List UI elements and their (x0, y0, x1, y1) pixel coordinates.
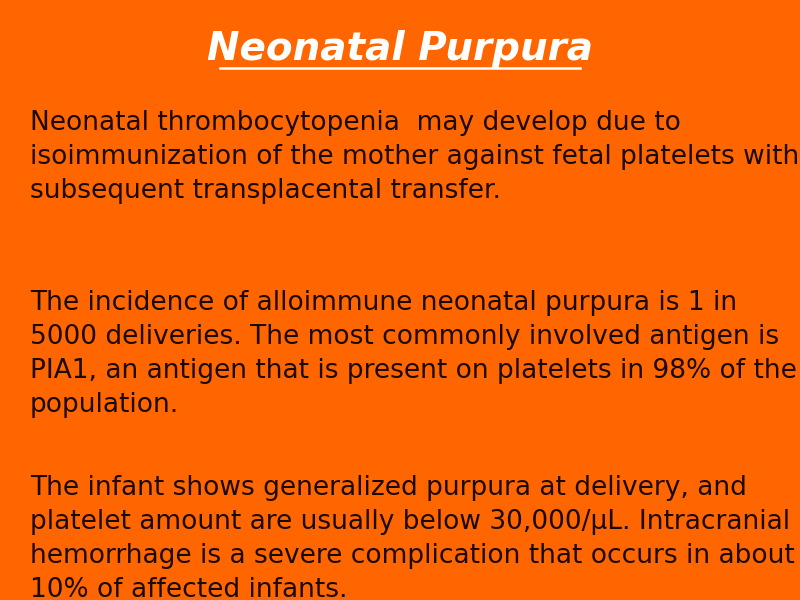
Text: Neonatal Purpura: Neonatal Purpura (207, 30, 593, 68)
Text: Neonatal thrombocytopenia  may develop due to
isoimmunization of the mother agai: Neonatal thrombocytopenia may develop du… (30, 110, 799, 204)
Text: The infant shows generalized purpura at delivery, and
platelet amount are usuall: The infant shows generalized purpura at … (30, 475, 794, 600)
Text: The incidence of alloimmune neonatal purpura is 1 in
5000 deliveries. The most c: The incidence of alloimmune neonatal pur… (30, 290, 797, 418)
